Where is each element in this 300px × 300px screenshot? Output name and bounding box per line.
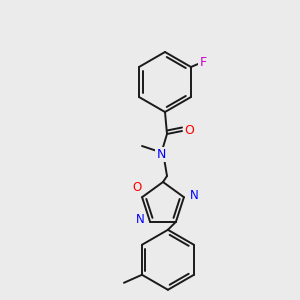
Text: F: F [200, 56, 206, 70]
Text: O: O [133, 181, 142, 194]
Text: N: N [156, 148, 166, 160]
Text: N: N [136, 213, 144, 226]
Text: N: N [190, 189, 198, 202]
Text: O: O [184, 124, 194, 136]
